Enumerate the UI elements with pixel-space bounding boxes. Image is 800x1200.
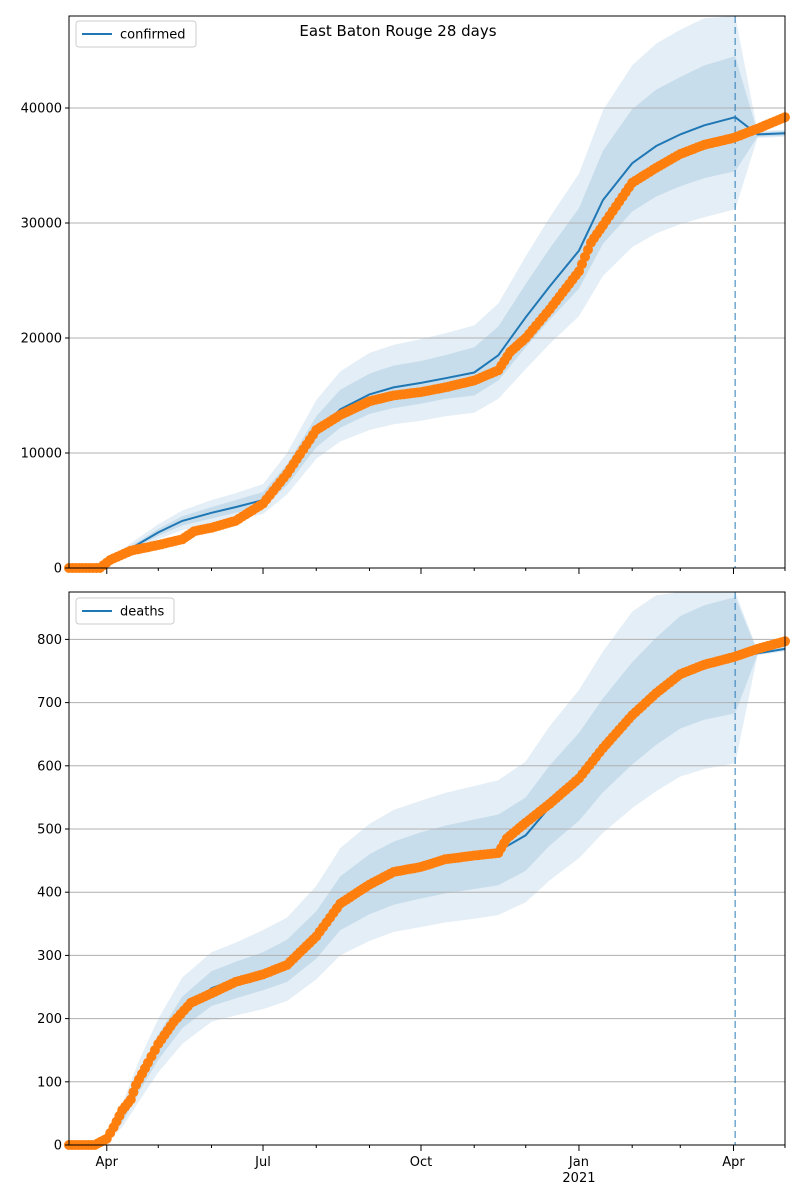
deaths-chart-panel: 0 100 200 300 400 500 600 700 800 Apr Jul Oct Jan20… xyxy=(37,591,790,1186)
confirmed-uncertainty-bands xyxy=(69,16,785,569)
band-50-area xyxy=(69,56,785,569)
y-tick-label: 800 xyxy=(37,633,62,648)
deaths-gridlines xyxy=(69,638,785,1083)
confirmed-model-line xyxy=(69,116,786,569)
confirmed-y-ticks: 0 10000 20000 30000 40000 xyxy=(21,102,69,577)
y-tick-label: 600 xyxy=(37,759,62,774)
figure-title: East Baton Rouge 28 days xyxy=(299,22,496,40)
confirmed-legend: confirmed xyxy=(75,20,197,48)
y-tick-label: 500 xyxy=(37,823,62,838)
y-tick-label: 100 xyxy=(37,1075,62,1090)
band-50-area xyxy=(69,597,785,1145)
deaths-y-ticks: 0 100 200 300 400 500 600 700 800 xyxy=(37,633,69,1154)
x-tick-year-label: 2021 xyxy=(562,1171,595,1186)
y-tick-label: 40000 xyxy=(21,102,62,117)
legend-box xyxy=(75,597,175,625)
axes-frame xyxy=(68,15,786,569)
model-line-confirmed xyxy=(69,116,786,569)
deaths-axes xyxy=(68,591,786,1146)
legend-label-deaths: deaths xyxy=(120,605,165,620)
x-tick-label: Apr xyxy=(722,1155,745,1170)
legend-box xyxy=(75,20,197,48)
x-tick-label: Oct xyxy=(410,1155,432,1170)
y-tick-label: 10000 xyxy=(21,447,62,462)
y-tick-label: 0 xyxy=(54,562,62,577)
x-tick-label: Jan xyxy=(568,1155,589,1170)
confirmed-observed-points xyxy=(64,112,790,573)
y-tick-label: 30000 xyxy=(21,217,62,232)
y-tick-label: 400 xyxy=(37,886,62,901)
confirmed-chart-panel: 0 10000 20000 30000 40000 confirmed xyxy=(21,15,790,577)
legend-label-confirmed: confirmed xyxy=(120,28,186,43)
y-tick-label: 700 xyxy=(37,696,62,711)
y-tick-label: 0 xyxy=(54,1139,62,1154)
x-tick-label: Jul xyxy=(254,1155,271,1170)
deaths-observed-points xyxy=(64,636,790,1150)
y-tick-label: 20000 xyxy=(21,332,62,347)
confirmed-x-ticks xyxy=(106,568,786,574)
x-tick-label: Apr xyxy=(96,1155,119,1170)
y-tick-label: 300 xyxy=(37,949,62,964)
band-80-area xyxy=(69,16,785,568)
axes-frame xyxy=(68,591,786,1146)
y-tick-label: 200 xyxy=(37,1012,62,1027)
confirmed-axes xyxy=(68,15,786,569)
confirmed-gridlines xyxy=(69,107,785,454)
deaths-legend: deaths xyxy=(75,597,175,625)
